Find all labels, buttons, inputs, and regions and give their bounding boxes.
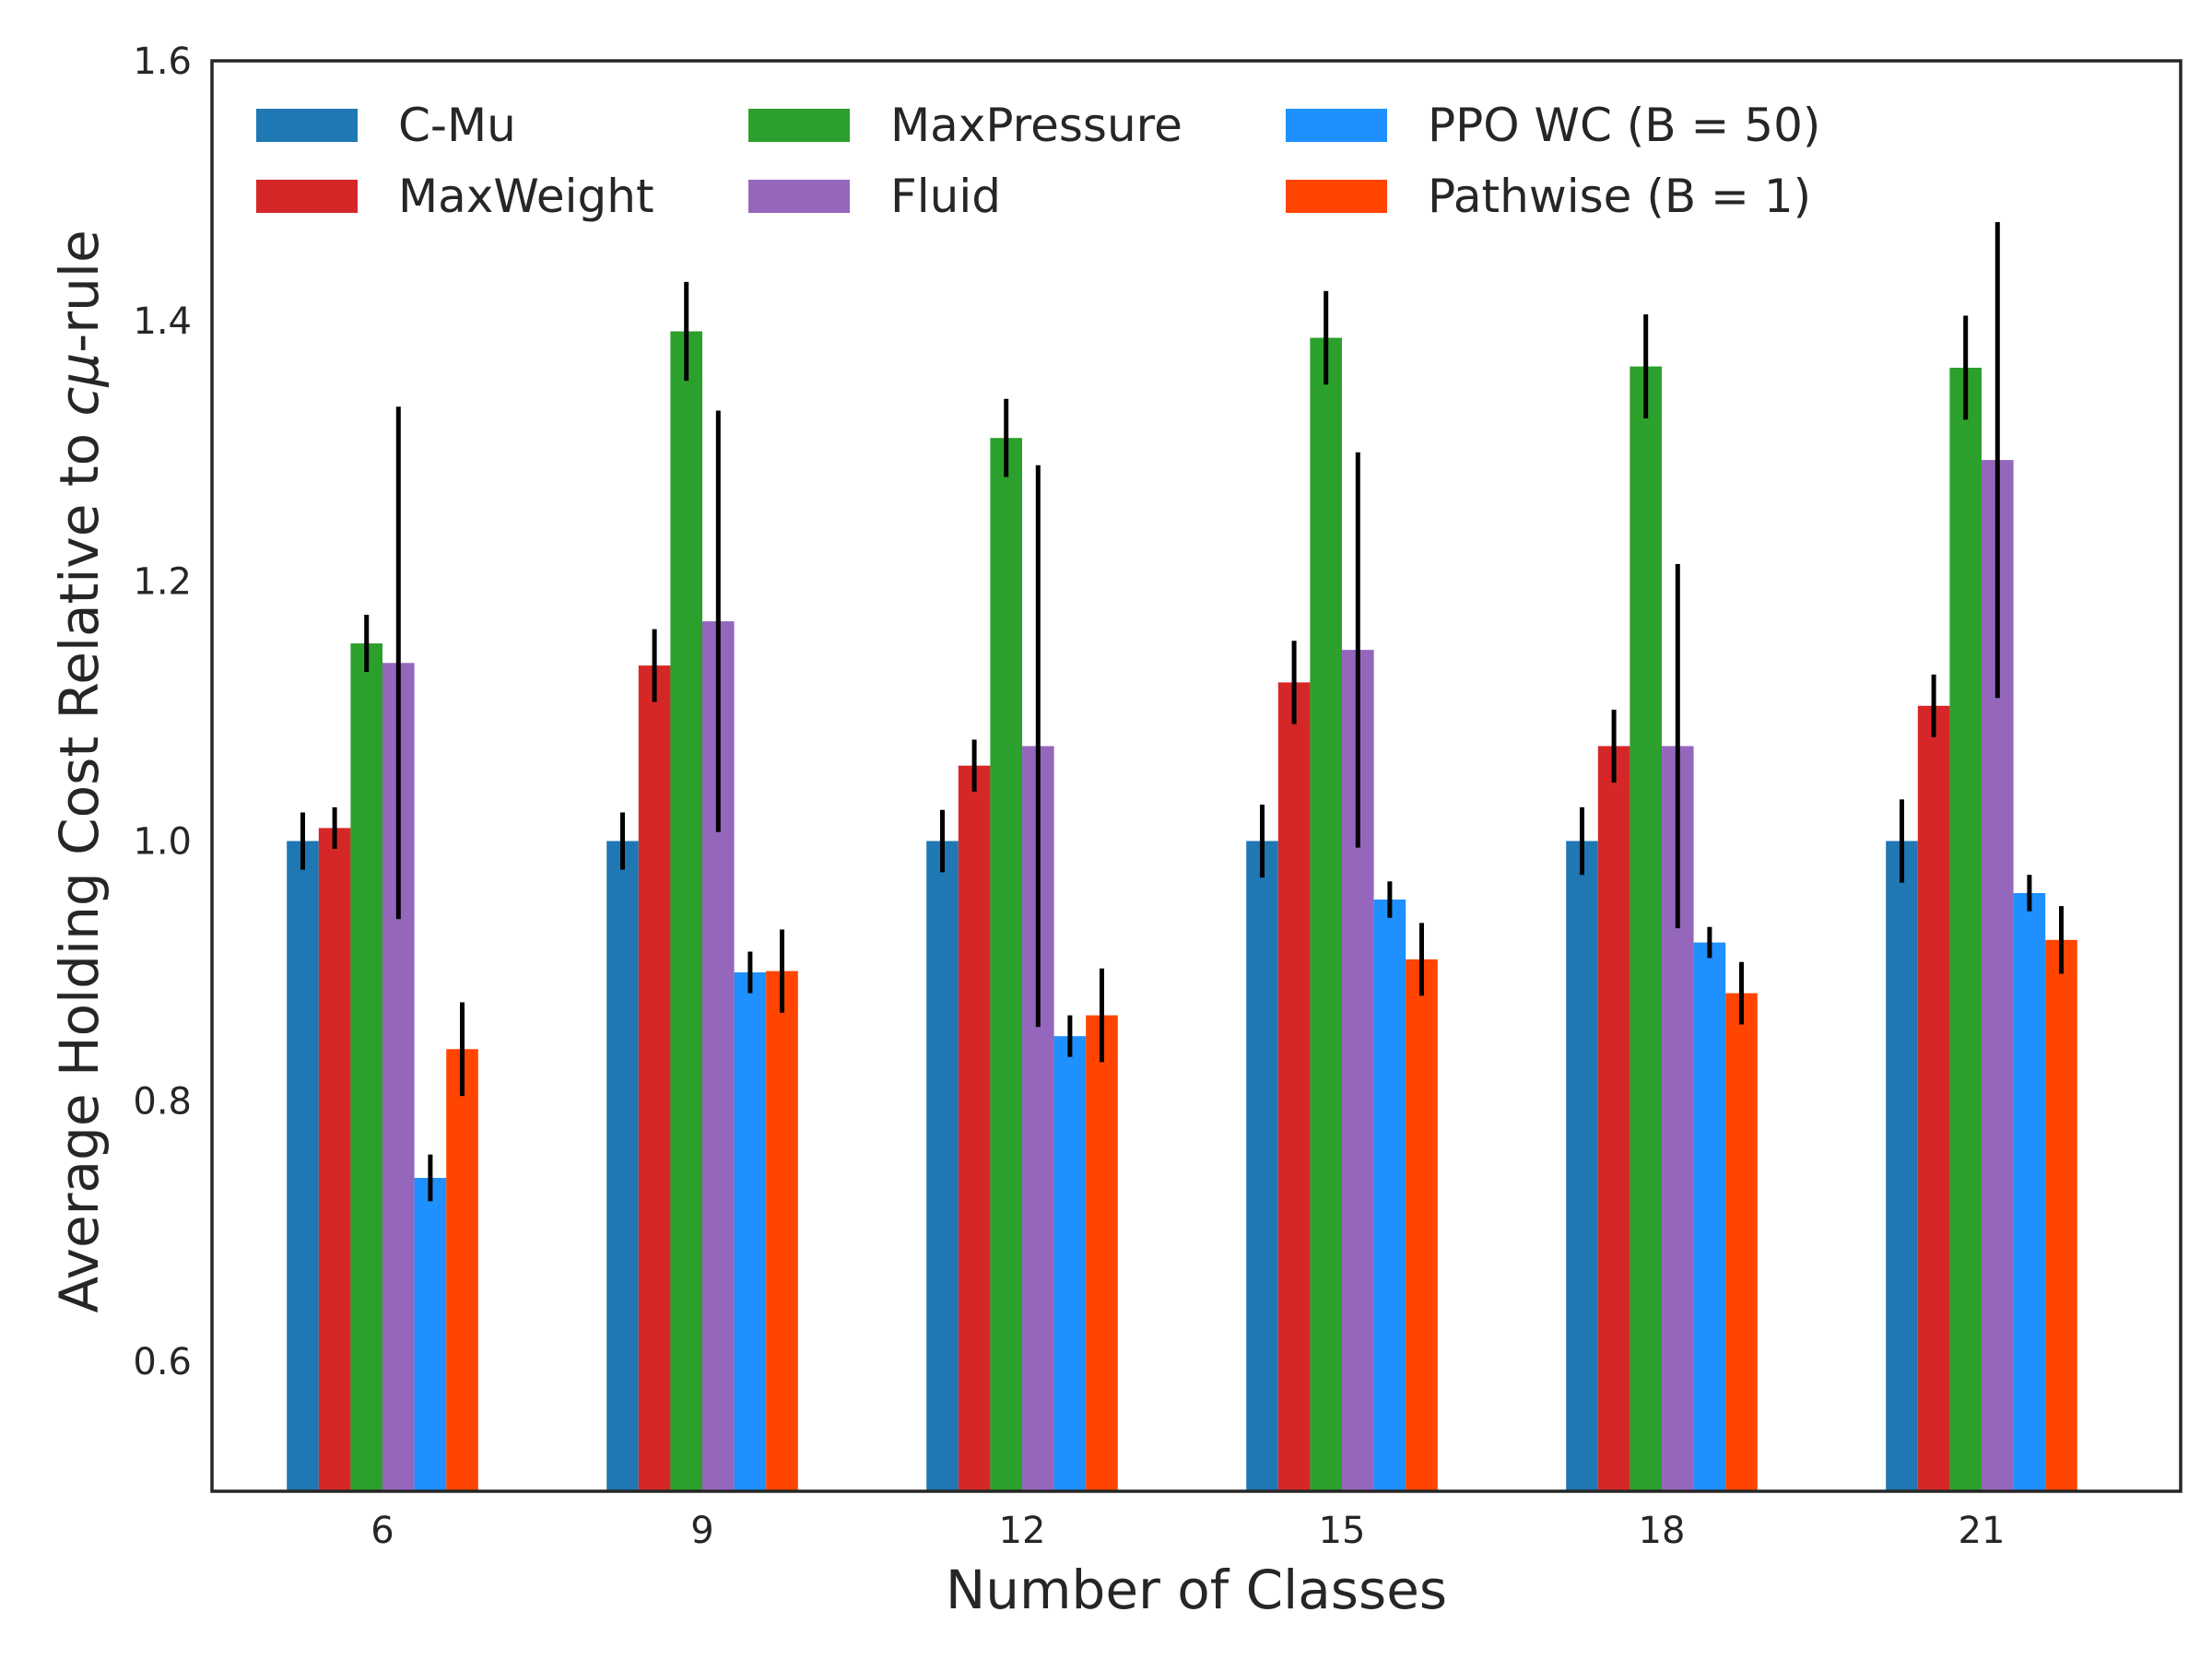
bar-ppo-wc-b-50--6 <box>414 1178 447 1491</box>
bar-pathwise-b-1--21 <box>2045 939 2077 1491</box>
legend-label: MaxPressure <box>890 99 1182 152</box>
legend-swatch <box>748 109 850 142</box>
bars-layer <box>287 331 2077 1492</box>
y-tick-label: 0.8 <box>133 1081 192 1124</box>
legend: C-Mu MaxWeight MaxPressure Fluid PPO WC (B =… <box>256 99 1820 223</box>
bar-pathwise-b-1--18 <box>1725 993 1758 1491</box>
bar-ppo-wc-b-50--9 <box>734 972 767 1491</box>
y-tick-label: 1.0 <box>133 821 192 864</box>
legend-label: MaxWeight <box>398 170 654 223</box>
bar-maxweight-6 <box>318 828 351 1491</box>
x-tick-label: 15 <box>1319 1510 1366 1552</box>
bar-pathwise-b-1--6 <box>446 1049 478 1491</box>
bar-maxpressure-18 <box>1630 366 1662 1492</box>
y-axis-title-part-3: -rule <box>48 229 111 352</box>
x-tick-label: 9 <box>690 1510 713 1552</box>
bar-ppo-wc-b-50--18 <box>1693 942 1726 1491</box>
bar-c-mu-15 <box>1246 841 1278 1491</box>
legend-label: Pathwise (B = 1) <box>1428 170 1811 223</box>
legend-swatch <box>256 180 358 213</box>
bar-maxpressure-12 <box>990 438 1022 1492</box>
legend-label: C-Mu <box>398 99 516 152</box>
x-tick-label: 18 <box>1639 1510 1686 1552</box>
x-tick-label: 21 <box>1959 1510 2006 1552</box>
bar-ppo-wc-b-50--15 <box>1373 900 1406 1491</box>
ticks-layer: 0.6 0.8 1.0 1.2 1.4 1.6 6 9 12 15 18 21 <box>133 41 2005 1552</box>
y-tick-label: 1.2 <box>133 560 192 603</box>
bar-maxpressure-15 <box>1310 337 1342 1491</box>
bar-c-mu-9 <box>606 841 639 1491</box>
y-axis-title: Average Holding Cost Relative to cμ-rule <box>48 229 111 1312</box>
bar-c-mu-12 <box>926 841 959 1491</box>
bar-pathwise-b-1--9 <box>766 971 798 1491</box>
legend-label: Fluid <box>890 170 1001 223</box>
x-tick-label: 6 <box>371 1510 394 1552</box>
bar-maxpressure-9 <box>670 331 702 1491</box>
legend-swatch <box>1286 180 1387 213</box>
x-tick-label: 12 <box>999 1510 1046 1552</box>
x-axis-title: Number of Classes <box>946 1559 1447 1621</box>
y-tick-label: 1.4 <box>133 300 192 343</box>
bar-ppo-wc-b-50--12 <box>1053 1036 1087 1491</box>
bar-maxweight-15 <box>1277 682 1311 1491</box>
bar-maxweight-9 <box>638 665 671 1491</box>
legend-swatch <box>748 180 850 213</box>
legend-swatch <box>256 109 358 142</box>
y-axis-title-part-2: cμ <box>48 353 111 417</box>
y-tick-label: 1.6 <box>133 41 192 83</box>
y-tick-label: 0.6 <box>133 1341 192 1383</box>
bar-pathwise-b-1--15 <box>1406 959 1438 1491</box>
bar-c-mu-18 <box>1566 841 1598 1491</box>
bar-ppo-wc-b-50--21 <box>2013 893 2046 1491</box>
legend-swatch <box>1286 109 1387 142</box>
error-bars-layer <box>300 222 2064 1202</box>
legend-label: PPO WC (B = 50) <box>1428 99 1820 152</box>
plot-frame <box>210 59 2183 1493</box>
bar-c-mu-21 <box>1886 841 1918 1491</box>
bar-maxweight-21 <box>1917 705 1950 1491</box>
bar-maxpressure-6 <box>350 643 382 1491</box>
bar-maxpressure-21 <box>1949 368 1982 1491</box>
bar-c-mu-6 <box>287 841 319 1491</box>
bar-maxweight-18 <box>1597 746 1630 1491</box>
bar-maxweight-12 <box>958 765 991 1491</box>
y-axis-title-part-1: Average Holding Cost Relative to <box>48 416 111 1312</box>
bar-pathwise-b-1--12 <box>1086 1015 1118 1491</box>
